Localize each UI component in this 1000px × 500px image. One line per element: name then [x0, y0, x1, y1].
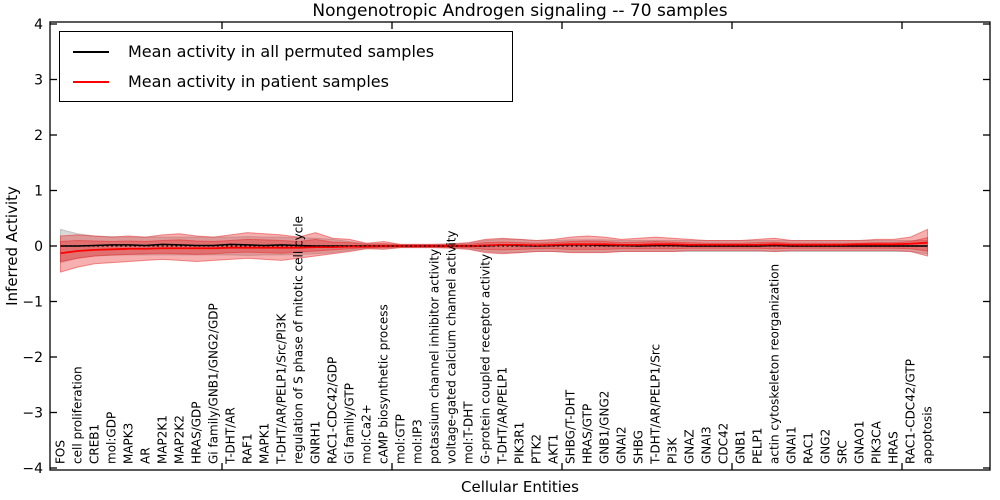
x-category-label: MAPK3 [122, 423, 136, 464]
y-tick-label: −3 [22, 406, 43, 422]
x-category-label: GNAI2 [615, 426, 629, 464]
x-category-label: regulation of S phase of mitotic cell cy… [292, 216, 306, 464]
x-category-label: mol:Ca2+ [360, 404, 374, 464]
x-category-label: mol:T-DHT [462, 401, 476, 464]
x-category-label: SHBG/T-DHT [564, 389, 578, 464]
x-category-label: Gi family/GTP [343, 383, 357, 464]
x-category-label: T-DHT/AR/PELP1 [496, 367, 510, 465]
x-category-label: CREB1 [88, 424, 102, 464]
x-category-label: PIK3R1 [513, 422, 527, 464]
legend-item-patient-samples: Mean activity in patient samples [73, 69, 506, 94]
x-category-label: MAP2K1 [156, 415, 170, 464]
y-tick-label: 2 [34, 128, 43, 144]
legend: Mean activity in all permuted samples Me… [59, 31, 513, 102]
x-category-label: PELP1 [751, 428, 765, 464]
x-category-label: GNRH1 [309, 421, 323, 464]
x-category-label: cell proliferation [71, 366, 85, 464]
x-category-label: T-DHT/AR/PELP1/Src/PI3K [275, 312, 289, 465]
chart-title: Nongenotropic Androgen signaling -- 70 s… [312, 1, 728, 21]
x-category-label: cAMP biosynthetic process [377, 304, 391, 464]
x-category-label: apoptosis [921, 406, 935, 464]
x-category-label: T-DHT/AR [224, 407, 238, 465]
x-category-label: GNB1 [734, 430, 748, 464]
y-tick-label: 1 [34, 184, 43, 200]
y-tick-label: −1 [22, 295, 43, 311]
x-category-label: AR [139, 447, 153, 464]
y-tick-label: 4 [34, 17, 43, 33]
legend-label-patient: Mean activity in patient samples [128, 72, 389, 91]
x-category-label: RAF1 [241, 433, 255, 464]
x-category-label: GNAI1 [785, 426, 799, 464]
x-category-label: RAC1 [802, 432, 816, 464]
x-category-label: G-protein coupled receptor activity [479, 254, 493, 464]
x-category-label: actin cytoskeleton reorganization [768, 264, 782, 464]
x-category-label: HRAS [887, 431, 901, 464]
x-category-label: MAP2K2 [173, 415, 187, 464]
x-category-label: GNAZ [683, 429, 697, 464]
y-tick-label: −2 [22, 350, 43, 366]
legend-line-sample-red [73, 80, 109, 83]
x-category-label: RAC1-CDC42/GTP [904, 359, 918, 464]
x-category-label: mol:IP3 [411, 419, 425, 464]
x-category-label: MAPK1 [258, 423, 272, 464]
y-tick-label: −4 [22, 461, 43, 477]
x-category-label: RAC1-CDC42/GDP [326, 357, 340, 464]
x-category-label: mol:GDP [105, 412, 119, 464]
x-category-label: GNB1/GNG2 [598, 391, 612, 464]
x-category-label: T-DHT/AR/PELP1/Src [649, 344, 663, 465]
y-tick-label: 0 [34, 239, 43, 255]
x-category-label: HRAS/GTP [581, 404, 595, 464]
x-category-label: GNAO1 [853, 421, 867, 464]
x-category-label: voltage-gated calcium channel activity [445, 230, 459, 464]
x-category-label: Gi family/GNB1/GNG2/GDP [207, 303, 221, 464]
x-category-label: GNAI3 [700, 426, 714, 464]
x-category-label: CDC42 [717, 423, 731, 464]
x-category-label: SRC [836, 440, 850, 464]
legend-line-sample-black [73, 50, 109, 53]
legend-item-permuted-samples: Mean activity in all permuted samples [73, 39, 506, 64]
x-category-label: SHBG [632, 430, 646, 464]
legend-label-permuted: Mean activity in all permuted samples [128, 42, 435, 61]
x-category-label: potassium channel inhibitor activity [428, 249, 442, 464]
x-category-label: GNG2 [819, 429, 833, 464]
x-category-label: HRAS/GDP [190, 401, 204, 464]
x-category-label: FOS [54, 440, 68, 464]
patient-samples-inner-band [60, 237, 928, 263]
x-category-label: PIK3CA [870, 420, 884, 464]
x-category-label: AKT1 [547, 434, 561, 464]
x-category-label: mol:GTP [394, 414, 408, 464]
y-axis-label: Inferred Activity [3, 186, 21, 306]
x-axis-label: Cellular Entities [461, 478, 579, 496]
x-category-label: PTK2 [530, 434, 544, 464]
y-tick-label: 3 [34, 73, 43, 89]
patient-mean-line [60, 241, 928, 255]
x-category-label: PI3K [666, 437, 680, 464]
